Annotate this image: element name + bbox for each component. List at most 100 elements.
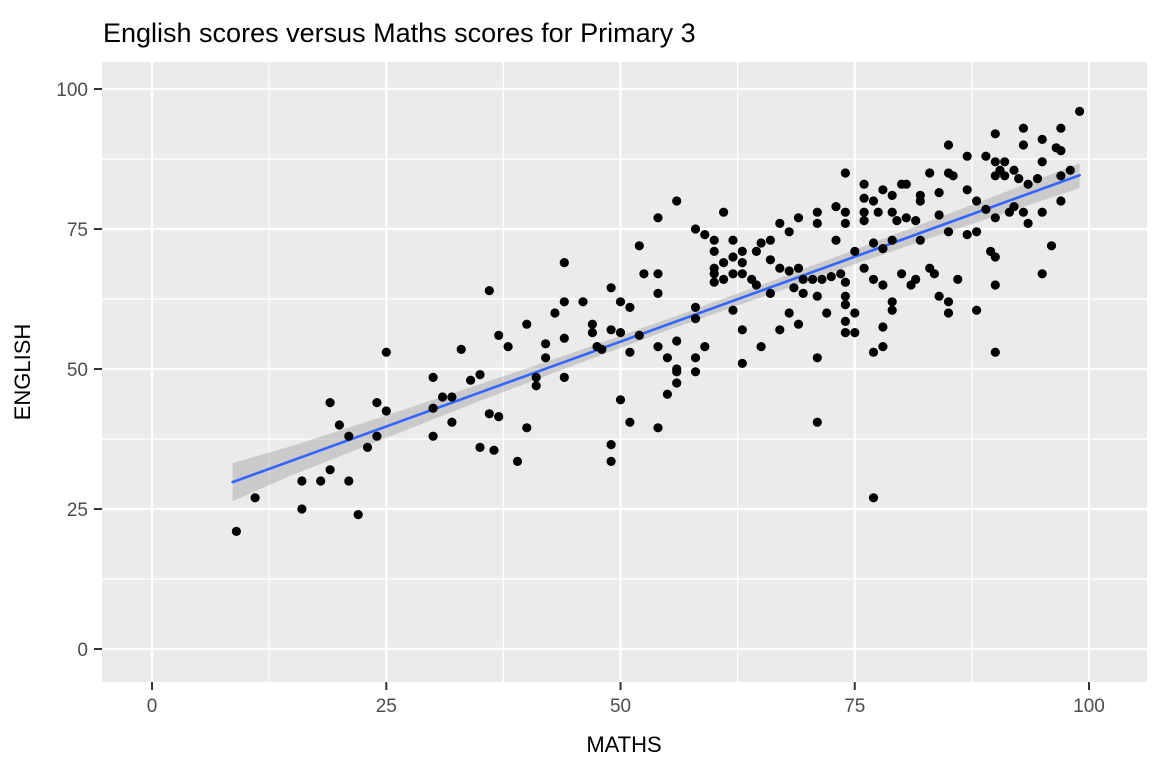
data-point: [428, 403, 438, 413]
data-point: [634, 330, 644, 340]
data-point: [812, 417, 822, 427]
data-point: [826, 272, 836, 282]
data-point: [911, 216, 921, 226]
data-point: [831, 202, 841, 212]
data-point: [990, 252, 1000, 262]
data-point: [948, 171, 958, 181]
data-point: [719, 207, 729, 217]
data-point: [1018, 140, 1028, 150]
data-point: [709, 263, 719, 273]
data-point: [541, 353, 551, 363]
y-axis-tick-labels: 0 25 50 75 100: [56, 80, 88, 661]
data-point: [765, 255, 776, 265]
axis-tick-marks: [94, 87, 1091, 690]
data-point: [793, 213, 804, 223]
data-point: [873, 207, 883, 217]
chart-title: English scores versus Maths scores for P…: [103, 18, 696, 48]
data-point: [1000, 171, 1010, 181]
data-point: [625, 417, 635, 427]
data-point: [892, 216, 902, 226]
data-point: [653, 269, 663, 279]
data-point: [662, 389, 673, 399]
data-point: [798, 274, 808, 284]
regression-line: [231, 173, 1081, 484]
data-point: [1009, 202, 1019, 212]
data-point: [756, 342, 766, 352]
data-point: [709, 246, 719, 256]
data-point: [840, 316, 851, 326]
data-point: [887, 297, 897, 307]
data-point: [690, 367, 701, 377]
confidence-band: [232, 163, 1080, 502]
data-point: [494, 412, 504, 422]
data-point: [344, 431, 354, 441]
data-point: [512, 456, 523, 466]
data-point: [231, 526, 241, 537]
data-point: [831, 235, 841, 245]
data-point: [541, 339, 551, 349]
data-point: [690, 302, 701, 312]
data-point: [1056, 146, 1066, 156]
data-point: [953, 274, 963, 284]
data-point: [1032, 174, 1043, 184]
data-point: [690, 353, 701, 363]
data-point: [475, 370, 485, 380]
data-point: [615, 395, 626, 405]
data-point: [878, 342, 888, 352]
data-point: [690, 224, 701, 234]
data-point: [929, 269, 940, 279]
data-point: [737, 358, 747, 368]
data-point: [859, 193, 869, 203]
data-point: [850, 328, 860, 338]
data-point: [793, 263, 804, 273]
data-point: [775, 218, 785, 228]
data-point: [587, 319, 598, 329]
data-point: [662, 353, 673, 363]
data-point: [709, 235, 719, 245]
data-point: [597, 344, 607, 354]
data-point: [784, 308, 794, 318]
data-point: [719, 258, 729, 268]
data-point: [878, 322, 888, 332]
data-point: [817, 274, 827, 284]
x-tick-label: 50: [610, 696, 631, 717]
data-point: [709, 277, 719, 287]
data-point: [972, 196, 982, 206]
data-point: [1037, 207, 1047, 217]
data-point: [901, 179, 911, 189]
data-point: [840, 291, 851, 301]
data-point: [840, 207, 851, 217]
data-point: [700, 230, 710, 240]
data-point: [606, 283, 616, 293]
data-point: [850, 308, 860, 318]
data-point: [972, 227, 982, 237]
data-point: [878, 280, 888, 290]
data-point: [466, 375, 476, 385]
data-point: [737, 325, 747, 335]
data-point: [765, 288, 776, 298]
data-point: [990, 129, 1000, 139]
x-tick-label: 25: [376, 696, 397, 717]
data-point: [887, 305, 897, 315]
data-point: [625, 302, 635, 312]
data-point: [822, 308, 832, 318]
data-point: [981, 151, 991, 161]
data-point: [1023, 179, 1033, 189]
data-point: [887, 207, 897, 217]
data-point: [1056, 196, 1066, 206]
data-point: [868, 238, 879, 248]
data-point: [550, 308, 560, 318]
data-point: [878, 185, 888, 195]
data-point: [447, 417, 457, 427]
data-point: [372, 398, 382, 408]
data-point: [934, 188, 944, 198]
data-point: [381, 347, 391, 357]
data-point: [559, 372, 569, 382]
data-point: [911, 274, 921, 284]
data-point: [653, 288, 663, 298]
data-point: [990, 280, 1000, 290]
data-point: [1065, 165, 1075, 175]
data-point: [934, 291, 944, 301]
data-point: [728, 252, 738, 262]
